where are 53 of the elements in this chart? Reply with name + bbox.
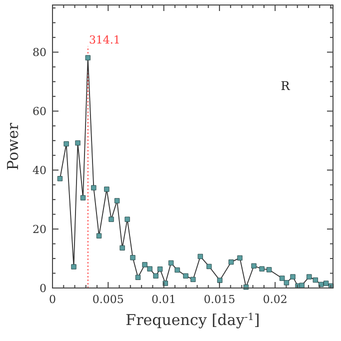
- point: [174, 267, 180, 273]
- point: [259, 266, 264, 272]
- y-tick-label: 40: [32, 164, 46, 178]
- point: [190, 276, 196, 282]
- point: [135, 274, 141, 280]
- point: [130, 255, 136, 260]
- y-tick-label: 60: [32, 105, 46, 118]
- x-tick-label: 0.02: [262, 293, 288, 306]
- point: [85, 55, 90, 60]
- x-tick-label: 0.01: [152, 293, 176, 306]
- point: [280, 276, 285, 281]
- point: [147, 266, 152, 272]
- point: [157, 266, 163, 272]
- point: [75, 140, 80, 146]
- y-tick-label: 20: [32, 223, 46, 236]
- point: [284, 280, 290, 286]
- point: [57, 176, 63, 182]
- y-tick-label: 0: [40, 282, 46, 295]
- point: [80, 195, 86, 200]
- point: [217, 278, 222, 283]
- point: [96, 233, 102, 238]
- point: [124, 216, 130, 222]
- point: [228, 259, 234, 265]
- point: [162, 280, 168, 286]
- point: [108, 216, 114, 222]
- point: [251, 263, 256, 268]
- point: [290, 274, 296, 280]
- x-tick-label: 0.015: [204, 293, 236, 306]
- point: [104, 186, 110, 192]
- annotation: R: [280, 78, 291, 93]
- point: [306, 274, 312, 280]
- point: [142, 262, 148, 268]
- x-axis-title: Frequency [day$^{-1}$]: [126, 311, 260, 329]
- point: [114, 198, 120, 204]
- y-axis-title: Power: [4, 122, 22, 170]
- point: [266, 267, 272, 272]
- point: [91, 185, 96, 190]
- point: [206, 264, 212, 270]
- x-tick-label: 0.005: [92, 293, 124, 306]
- point: [299, 282, 304, 288]
- point: [71, 264, 76, 270]
- x-tick-label: 0: [49, 293, 56, 306]
- point: [64, 141, 69, 146]
- annotation: 314.1: [88, 33, 120, 46]
- point: [168, 260, 174, 266]
- point: [312, 277, 318, 283]
- point: [183, 273, 188, 279]
- y-tick-label: 80: [32, 46, 46, 60]
- point: [237, 255, 242, 261]
- point: [120, 245, 125, 251]
- point: [153, 273, 158, 279]
- point: [324, 280, 329, 286]
- point: [198, 254, 203, 260]
